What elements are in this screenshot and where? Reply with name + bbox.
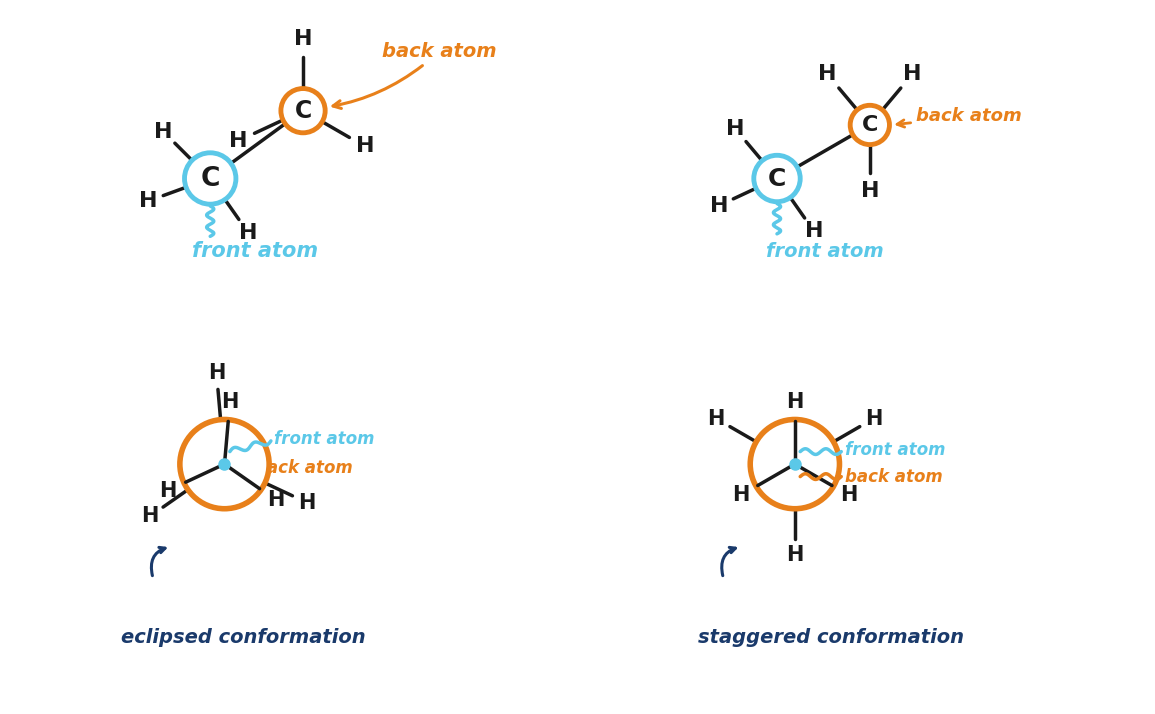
Text: front atom: front atom bbox=[193, 241, 319, 261]
Text: H: H bbox=[356, 136, 374, 156]
Text: C: C bbox=[768, 166, 787, 191]
Text: H: H bbox=[293, 29, 312, 49]
Text: H: H bbox=[222, 392, 239, 412]
Text: staggered conformation: staggered conformation bbox=[699, 628, 964, 647]
Text: H: H bbox=[239, 223, 258, 243]
Text: H: H bbox=[805, 221, 824, 241]
Text: H: H bbox=[787, 391, 804, 412]
Text: H: H bbox=[709, 196, 728, 216]
Text: back atom: back atom bbox=[844, 468, 942, 486]
Text: back atom: back atom bbox=[333, 42, 497, 109]
Text: H: H bbox=[903, 64, 922, 84]
Text: front atom: front atom bbox=[766, 242, 884, 261]
Text: front atom: front atom bbox=[844, 441, 945, 459]
Text: H: H bbox=[155, 122, 173, 142]
Text: H: H bbox=[860, 181, 879, 201]
Text: eclipsed conformation: eclipsed conformation bbox=[121, 628, 366, 647]
Text: H: H bbox=[229, 131, 247, 151]
Text: H: H bbox=[141, 506, 158, 526]
Circle shape bbox=[180, 419, 269, 508]
Text: H: H bbox=[298, 493, 315, 513]
Text: H: H bbox=[818, 64, 836, 84]
Text: H: H bbox=[726, 119, 745, 139]
Text: H: H bbox=[732, 486, 750, 506]
Circle shape bbox=[281, 89, 326, 133]
Circle shape bbox=[850, 106, 889, 144]
Text: H: H bbox=[865, 408, 882, 428]
Text: C: C bbox=[201, 166, 219, 191]
Text: back atom: back atom bbox=[897, 107, 1022, 127]
Text: H: H bbox=[208, 363, 225, 383]
Text: H: H bbox=[159, 481, 177, 501]
Text: C: C bbox=[862, 115, 878, 135]
Text: H: H bbox=[707, 408, 724, 428]
Text: C: C bbox=[295, 99, 312, 123]
Circle shape bbox=[751, 419, 840, 508]
Circle shape bbox=[754, 155, 800, 202]
Text: H: H bbox=[841, 486, 858, 506]
Text: back atom: back atom bbox=[255, 459, 352, 477]
Text: ~: ~ bbox=[233, 456, 256, 483]
Text: H: H bbox=[139, 191, 157, 211]
Text: front atom: front atom bbox=[275, 431, 375, 448]
Text: H: H bbox=[267, 490, 284, 510]
Circle shape bbox=[185, 153, 236, 204]
Text: H: H bbox=[787, 545, 804, 565]
